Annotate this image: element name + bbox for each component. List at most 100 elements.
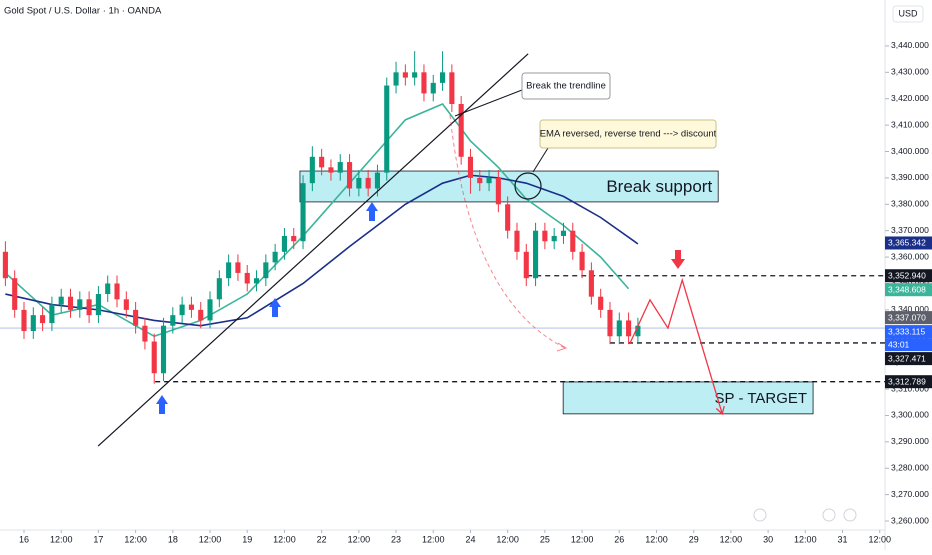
y-tick-label: 3,360.000 [891, 251, 929, 261]
currency-label: USD [898, 8, 918, 18]
candle-body [291, 235, 297, 242]
candle-body [560, 230, 567, 236]
candle-body [598, 296, 604, 310]
candle-body [281, 235, 287, 252]
candle-body [235, 262, 241, 273]
x-tick-label: 17 [93, 534, 103, 544]
x-tick-label: 19 [242, 534, 252, 544]
candle-body [440, 72, 446, 83]
price-label: 3,352.940 [888, 270, 926, 280]
x-tick-label: 12:00 [50, 534, 73, 544]
candle-body [114, 283, 120, 300]
y-tick-label: 3,310.000 [891, 383, 929, 393]
x-tick-label: 12:00 [571, 534, 594, 544]
price-label: 3,348.608 [888, 284, 926, 294]
candle-body [170, 315, 176, 326]
candle-body [151, 341, 157, 374]
candle-body [12, 278, 18, 310]
candle-body [337, 162, 343, 173]
y-tick-label: 3,290.000 [891, 436, 929, 446]
candle-body [635, 325, 641, 337]
event-flag[interactable] [843, 508, 857, 522]
x-tick-label: 12:00 [199, 534, 222, 544]
x-tick-label: 12:00 [794, 534, 817, 544]
price-label-box [885, 325, 932, 339]
price-label-box [885, 311, 932, 325]
y-tick-label: 3,380.000 [891, 199, 929, 209]
candle-body [198, 309, 204, 321]
x-tick-label: 12:00 [124, 534, 147, 544]
currency-box [892, 5, 924, 23]
callout-pointer [532, 147, 549, 173]
candle-body [179, 304, 185, 316]
timer-label: 43:01 [888, 339, 910, 349]
candle-body [253, 278, 260, 284]
y-tick-label: 3,270.000 [891, 489, 929, 499]
candle-body [216, 278, 222, 300]
candle-body [133, 309, 139, 326]
price-label-box [885, 269, 932, 283]
candle-body [402, 72, 408, 78]
candle-body [523, 251, 529, 279]
event-flag[interactable] [822, 508, 836, 522]
y-tick-label: 3,400.000 [891, 146, 929, 156]
projection-head [715, 405, 725, 416]
curve-arrow-head [556, 342, 568, 352]
candle-body [421, 72, 427, 94]
y-tick-label: 3,370.000 [891, 225, 929, 235]
candle-body [272, 251, 278, 263]
candle-body [579, 251, 585, 271]
price-label-box [885, 236, 932, 250]
candle-body [30, 315, 36, 331]
y-tick-label: 3,300.000 [891, 410, 929, 420]
x-tick-label: 18 [168, 534, 178, 544]
candle-body [551, 235, 557, 242]
candle-body [430, 82, 436, 94]
curve-arrow [449, 114, 566, 349]
candle-body [160, 325, 167, 374]
x-tick-label: 16 [19, 534, 29, 544]
y-tick-label: 3,280.000 [891, 462, 929, 472]
price-label-box [885, 283, 932, 297]
price-label: 3,333.115 [888, 326, 925, 336]
y-tick-label: 3,350.000 [891, 278, 929, 288]
x-tick-label: 12:00 [422, 534, 445, 544]
candle-body [458, 103, 464, 157]
candle-body [207, 299, 213, 321]
y-tick-label: 3,260.000 [891, 515, 929, 525]
event-flag[interactable] [753, 508, 767, 522]
x-tick-label: 23 [391, 534, 401, 544]
x-tick-label: 24 [465, 534, 475, 544]
candle-body [365, 177, 371, 189]
candle-body [412, 72, 418, 78]
candle-body [188, 304, 194, 310]
candle-body [533, 230, 539, 279]
price-label-box [885, 375, 932, 389]
candle-body [309, 156, 315, 184]
timer-box [885, 338, 932, 352]
candle-body [21, 309, 27, 331]
candle-body [319, 156, 325, 168]
candle-body [123, 299, 129, 310]
candle-body [263, 262, 269, 279]
candle-body [346, 162, 353, 189]
candle-body [616, 320, 622, 337]
candle-body [300, 183, 306, 242]
candle-body [374, 172, 381, 189]
ema-line [4, 103, 630, 338]
candle-body [58, 296, 64, 305]
x-tick-label: 12:00 [348, 534, 371, 544]
up-arrow [156, 395, 168, 414]
candle-body [356, 177, 362, 189]
price-label: 3,327.471 [888, 353, 926, 363]
plot-area: Break support SP - TARGET [0, 51, 885, 447]
price-label: 3,337.070 [888, 312, 926, 322]
candle-body [328, 167, 334, 173]
chart-title: Gold Spot / U.S. Dollar · 1h · OANDA [4, 6, 162, 17]
candle-body [77, 299, 83, 310]
candle-body [384, 85, 390, 173]
candle-body [142, 325, 148, 342]
callout-text: EMA reversed, reverse trend ---> discoun… [540, 129, 717, 140]
price-label-box [885, 352, 932, 366]
x-tick-label: 12:00 [273, 534, 296, 544]
